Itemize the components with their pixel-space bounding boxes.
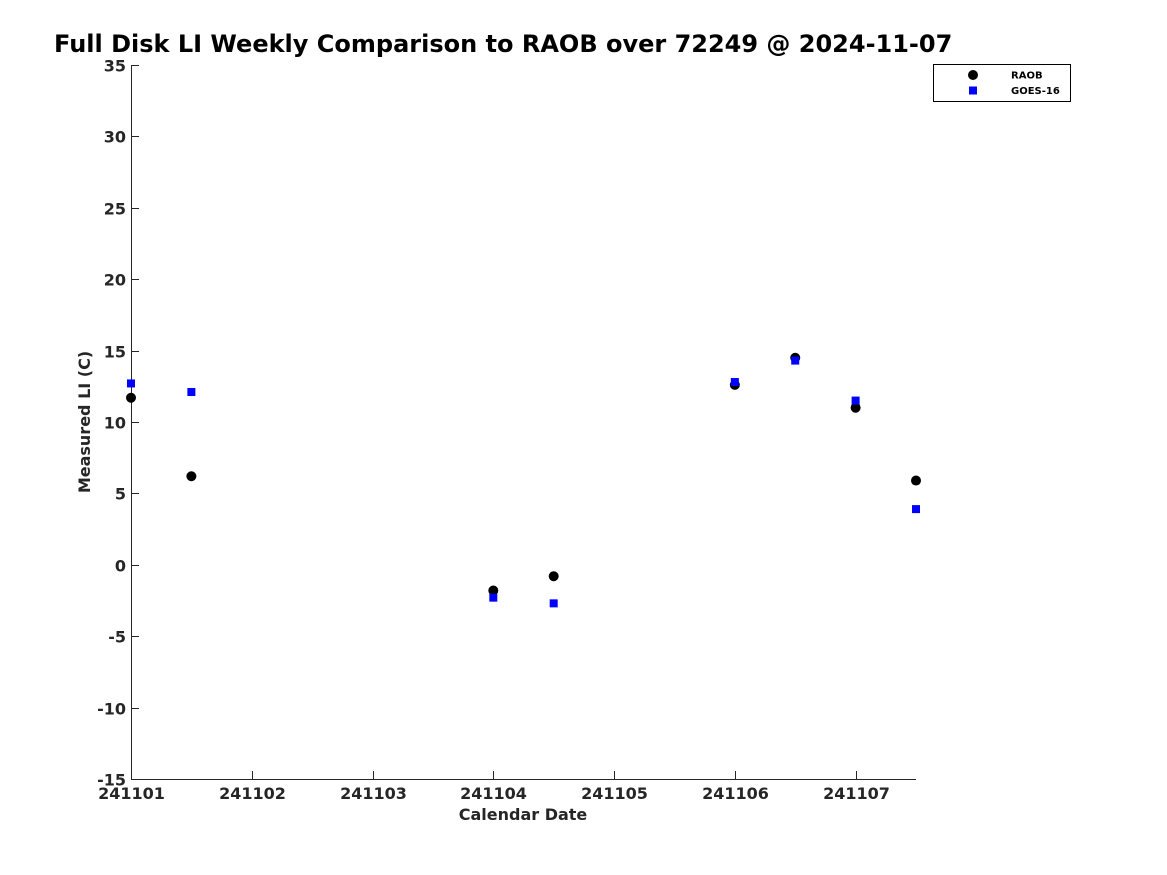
- chart-title: Full Disk LI Weekly Comparison to RAOB o…: [54, 30, 952, 58]
- y-tick-label: 30: [104, 128, 126, 147]
- data-point: [489, 593, 498, 602]
- data-point: [126, 392, 136, 403]
- x-tick-label: 241106: [702, 784, 769, 803]
- series-raob: [126, 352, 921, 596]
- x-axis-ticks: 241101 241102 241103 241104 241105 241106 2411…: [98, 771, 890, 803]
- data-point: [186, 471, 197, 482]
- y-tick-label: 10: [104, 414, 126, 433]
- data-point: [851, 396, 860, 405]
- data-point: [791, 356, 800, 365]
- data-point: [488, 585, 499, 596]
- data-point: [187, 388, 196, 397]
- y-tick-label: 15: [104, 343, 126, 362]
- legend-marker: [968, 70, 978, 80]
- legend-items: RAOB GOES-16: [968, 70, 1060, 97]
- data-point: [911, 475, 921, 486]
- y-tick-label: 25: [104, 200, 126, 219]
- y-axis-label: Measured LI (C): [75, 351, 94, 493]
- data-series: [126, 352, 921, 608]
- data-point: [850, 402, 861, 413]
- x-tick-label: 241104: [460, 784, 527, 803]
- data-point: [912, 505, 920, 514]
- x-tick-label: 241101: [98, 784, 165, 803]
- data-point: [127, 379, 135, 388]
- x-tick-label: 241102: [219, 784, 286, 803]
- x-tick-label: 241105: [581, 784, 648, 803]
- data-point: [549, 599, 558, 608]
- y-tick-label: 0: [115, 557, 126, 576]
- legend-label: RAOB: [1011, 71, 1043, 82]
- data-point: [730, 378, 739, 387]
- legend-marker: [969, 86, 977, 95]
- x-axis-label: Calendar Date: [459, 805, 588, 824]
- legend-label: GOES-16: [1011, 86, 1060, 97]
- y-tick-label: 35: [104, 57, 126, 76]
- y-tick-label: -5: [108, 628, 126, 647]
- x-tick-label: 241107: [823, 784, 890, 803]
- y-tick-label: 20: [104, 271, 126, 290]
- y-tick-label: 5: [115, 485, 126, 504]
- y-tick-label: -10: [97, 700, 126, 719]
- x-tick-label: 241103: [340, 784, 407, 803]
- legend: RAOB GOES-16: [933, 64, 1071, 102]
- series-goes-16: [127, 356, 920, 608]
- y-axis-ticks: -15 -10 -5 0 5 10 15 20 25 30 35: [97, 57, 139, 790]
- legend-box: [933, 64, 1071, 102]
- y-tick-label: -15: [97, 771, 126, 790]
- data-point: [548, 571, 559, 582]
